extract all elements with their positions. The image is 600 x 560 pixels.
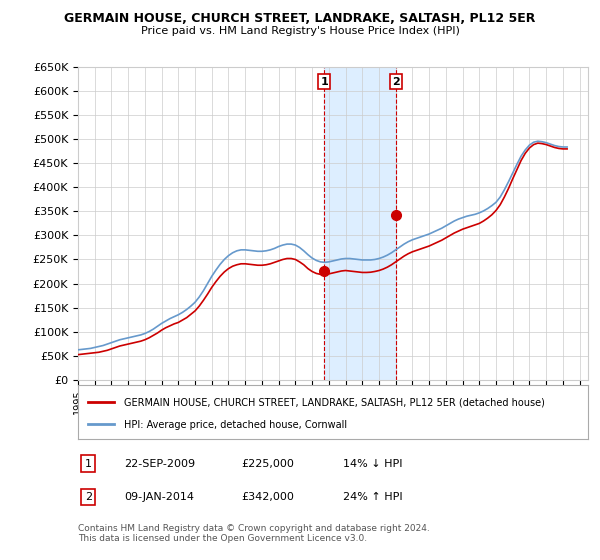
Text: £225,000: £225,000	[241, 459, 294, 469]
Text: 1: 1	[320, 77, 328, 87]
Text: 2: 2	[392, 77, 400, 87]
Text: HPI: Average price, detached house, Cornwall: HPI: Average price, detached house, Corn…	[124, 420, 347, 430]
Text: GERMAIN HOUSE, CHURCH STREET, LANDRAKE, SALTASH, PL12 5ER (detached house): GERMAIN HOUSE, CHURCH STREET, LANDRAKE, …	[124, 398, 545, 408]
Text: 14% ↓ HPI: 14% ↓ HPI	[343, 459, 403, 469]
Text: GERMAIN HOUSE, CHURCH STREET, LANDRAKE, SALTASH, PL12 5ER: GERMAIN HOUSE, CHURCH STREET, LANDRAKE, …	[64, 12, 536, 25]
Text: 24% ↑ HPI: 24% ↑ HPI	[343, 492, 403, 502]
Text: 1: 1	[85, 459, 92, 469]
Text: Price paid vs. HM Land Registry's House Price Index (HPI): Price paid vs. HM Land Registry's House …	[140, 26, 460, 36]
Text: Contains HM Land Registry data © Crown copyright and database right 2024.
This d: Contains HM Land Registry data © Crown c…	[78, 524, 430, 543]
Text: 2: 2	[85, 492, 92, 502]
Text: 09-JAN-2014: 09-JAN-2014	[124, 492, 194, 502]
Bar	[324, 67, 396, 380]
Text: £342,000: £342,000	[241, 492, 294, 502]
Text: 22-SEP-2009: 22-SEP-2009	[124, 459, 195, 469]
